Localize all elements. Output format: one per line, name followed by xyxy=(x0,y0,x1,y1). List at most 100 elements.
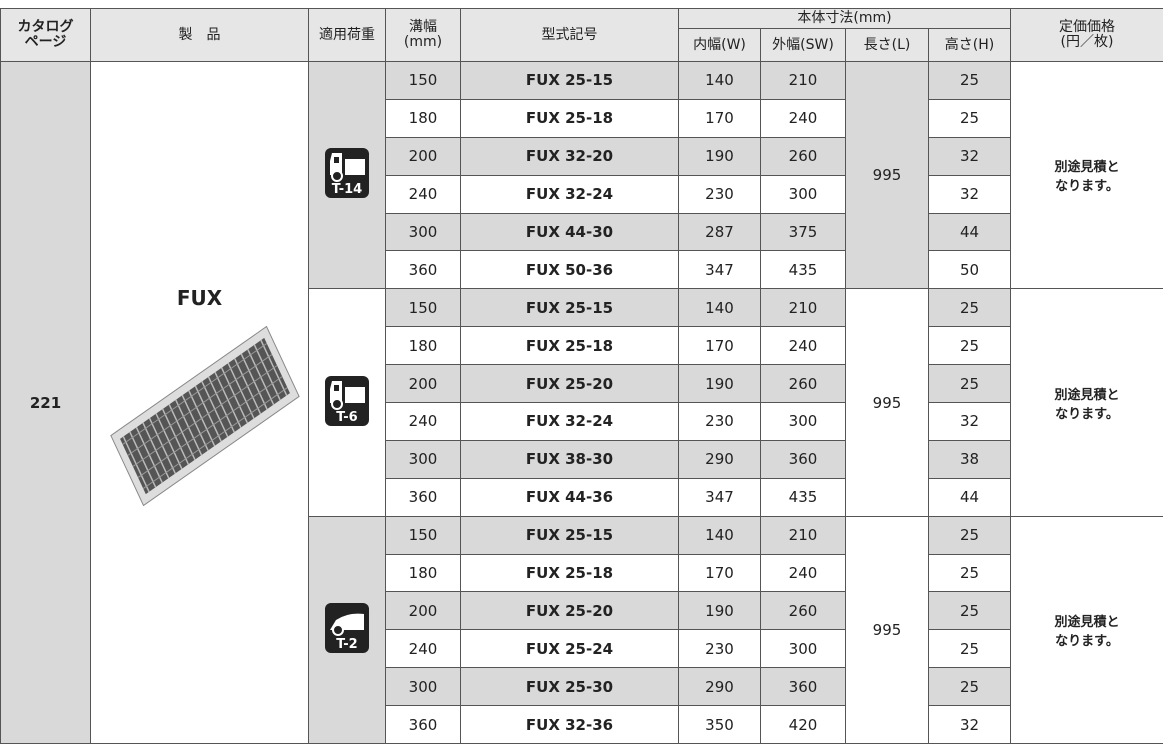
table-row: 200 FUX 32-20 190 260 32 xyxy=(1,136,1163,176)
model: FUX 38-30 xyxy=(460,439,679,479)
table-row: T-2 150 FUX 25-15 140 210 995 25 別途見積と なります。 xyxy=(1,515,1163,745)
table-row: 240 FUX 32-24 230 300 32 xyxy=(1,174,1163,214)
inner-width: 230 xyxy=(678,629,761,669)
model: FUX 44-30 xyxy=(460,212,679,252)
header-cell: 型式記号 xyxy=(460,8,679,62)
table-row: 221 FUX T-14 150 FUX 25-15 140 210 995 25 別途見積と なり… xyxy=(0,60,1163,745)
inner-width: 170 xyxy=(678,98,761,138)
table-row: 200 FUX 25-20 190 260 25 xyxy=(1,591,1163,631)
header-text: ページ xyxy=(24,34,67,50)
cross-bar xyxy=(121,342,267,445)
outer-width: 260 xyxy=(760,364,846,404)
load-icon: T-14 xyxy=(325,148,369,199)
groove-width: 180 xyxy=(385,98,461,138)
header-cell: 内幅(W) xyxy=(678,28,761,62)
load-cell: T-2 xyxy=(308,515,386,745)
table-row: 180 FUX 25-18 170 240 25 xyxy=(1,98,1163,138)
model: FUX 44-36 xyxy=(460,477,679,517)
inner-width: 347 xyxy=(678,250,761,290)
price-text: 別途見積と xyxy=(1054,387,1120,403)
groove-width: 180 xyxy=(385,553,461,593)
height: 44 xyxy=(927,212,1012,252)
groove-width: 360 xyxy=(385,477,461,517)
model: FUX 25-15 xyxy=(460,515,679,555)
load-cell: T-14 xyxy=(308,60,386,290)
outer-width: 375 xyxy=(760,212,846,252)
inner-width: 190 xyxy=(678,364,761,404)
height: 25 xyxy=(927,667,1012,707)
model: FUX 25-18 xyxy=(460,326,679,366)
groove-width: 240 xyxy=(385,174,461,214)
product-name: FUX xyxy=(176,285,223,310)
price-text: なります。 xyxy=(1055,406,1119,422)
height: 25 xyxy=(927,591,1012,631)
groove-width: 360 xyxy=(385,250,461,290)
header-cell: 長さ(L) xyxy=(845,28,929,62)
header-cell: 適用荷重 xyxy=(308,8,386,62)
product-cell: FUX xyxy=(90,60,309,745)
header-cell: 外幅(SW) xyxy=(760,28,846,62)
inner-width: 230 xyxy=(678,402,761,441)
outer-width: 300 xyxy=(760,402,846,441)
price-cell: 別途見積と なります。 xyxy=(1010,60,1163,290)
outer-width: 240 xyxy=(760,326,846,366)
groove-width: 150 xyxy=(385,515,461,555)
groove-width: 300 xyxy=(385,667,461,707)
table-row: 360 FUX 50-36 347 435 50 xyxy=(1,250,1163,290)
table-row: 240 FUX 32-24 230 300 32 xyxy=(1,402,1163,441)
height: 25 xyxy=(927,364,1012,404)
model: FUX 25-18 xyxy=(460,98,679,138)
groove-width: 360 xyxy=(385,705,461,745)
inner-width: 347 xyxy=(678,477,761,517)
groove-width: 150 xyxy=(385,61,461,100)
load-label: T-14 xyxy=(332,182,362,197)
inner-width: 230 xyxy=(678,174,761,214)
inner-width: 140 xyxy=(678,61,761,100)
table-row: 300 FUX 44-30 287 375 44 xyxy=(1,212,1163,252)
inner-width: 287 xyxy=(678,212,761,252)
height: 25 xyxy=(927,515,1012,555)
load-icon: T-2 xyxy=(325,602,369,653)
outer-width: 240 xyxy=(760,553,846,593)
table-row: 200 FUX 25-20 190 260 25 xyxy=(1,364,1163,404)
inner-width: 290 xyxy=(678,439,761,479)
length-cell: 995 xyxy=(845,60,929,290)
groove-width: 180 xyxy=(385,326,461,366)
catalog-page-cell: 221 xyxy=(0,60,91,745)
length-cell: 995 xyxy=(845,288,929,517)
model: FUX 25-15 xyxy=(460,61,679,100)
truck-bed xyxy=(345,159,365,176)
price-text: 別途見積と xyxy=(1054,614,1120,630)
header-cell: 定価価格 (円／枚) xyxy=(1010,8,1163,62)
model: FUX 25-20 xyxy=(460,364,679,404)
table-row: 180 FUX 25-18 170 240 25 xyxy=(1,553,1163,593)
height: 32 xyxy=(927,136,1012,176)
groove-width: 200 xyxy=(385,591,461,631)
header-text: 溝幅 xyxy=(409,19,437,35)
groove-width: 150 xyxy=(385,288,461,328)
height: 32 xyxy=(927,174,1012,214)
cross-bar xyxy=(127,353,272,456)
outer-width: 260 xyxy=(760,591,846,631)
cross-bar xyxy=(132,364,277,467)
load-icon: T-6 xyxy=(325,375,369,426)
truck-bed xyxy=(345,386,365,403)
model: FUX 25-24 xyxy=(460,629,679,669)
table-body: 221 FUX T-14 150 FUX 25-15 140 210 995 25 別途見積と なり… xyxy=(0,60,1163,745)
table-row: 360 FUX 32-36 350 420 32 xyxy=(1,705,1163,745)
price-text: 別途見積と xyxy=(1054,160,1120,176)
load-cell: T-6 xyxy=(308,288,386,517)
inner-width: 190 xyxy=(678,136,761,176)
outer-width: 420 xyxy=(760,705,846,745)
groove-width: 300 xyxy=(385,439,461,479)
inner-width: 190 xyxy=(678,591,761,631)
height: 25 xyxy=(927,61,1012,100)
inner-width: 350 xyxy=(678,705,761,745)
table-row: 180 FUX 25-18 170 240 25 xyxy=(1,326,1163,366)
height: 32 xyxy=(927,402,1012,441)
model: FUX 32-24 xyxy=(460,174,679,214)
height: 25 xyxy=(927,288,1012,328)
wheel xyxy=(331,170,343,183)
height: 25 xyxy=(927,98,1012,138)
